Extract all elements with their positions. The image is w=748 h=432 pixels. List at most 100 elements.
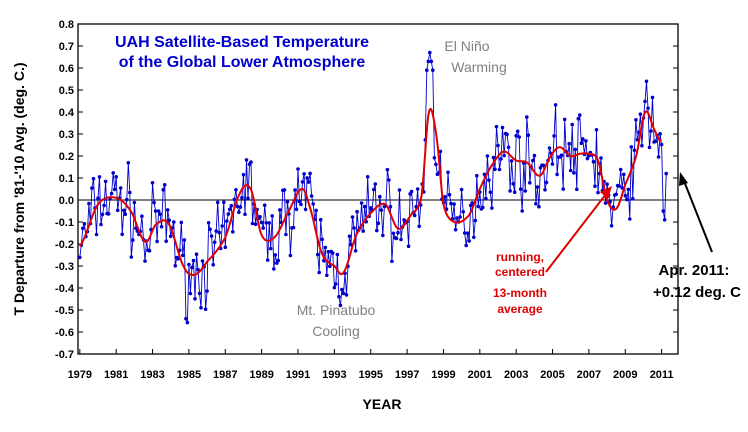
running-average-line [79,107,662,276]
monthly-point [340,287,344,292]
monthly-point [125,197,129,202]
monthly-point [296,167,300,171]
x-tick-label: 2001 [468,369,492,381]
monthly-point [267,221,272,225]
monthly-point [632,148,637,152]
monthly-point [473,218,478,223]
monthly-point [249,160,253,164]
monthly-point [426,59,431,64]
y-tick-label: -0.5 [55,305,74,317]
monthly-point [365,175,370,179]
monthly-point [388,204,393,209]
monthly-point [300,180,305,184]
annotation-running-line-2: centered [495,265,545,279]
monthly-point [332,285,337,290]
y-tick-label: 0.7 [59,41,74,53]
monthly-point [341,291,346,296]
monthly-point [297,199,302,204]
monthly-point [326,249,331,254]
series-running-average [79,107,662,276]
monthly-point [481,205,485,210]
monthly-point [275,261,279,265]
x-tick-label: 2011 [650,369,674,381]
monthly-point [305,176,309,180]
monthly-point [206,221,211,225]
monthly-point [299,202,303,207]
monthly-point [593,184,597,188]
monthly-point [259,220,264,225]
monthly-point [331,251,335,255]
monthly-point [214,229,218,233]
x-tick-label: 1989 [249,369,273,381]
monthly-point [375,228,379,233]
monthly-point [240,195,244,200]
monthly-point [311,202,316,206]
monthly-point [212,240,217,245]
monthly-point [325,273,329,278]
monthly-point [334,282,338,286]
monthly-point [415,187,420,191]
monthly-point [222,200,226,205]
monthly-point [617,184,621,188]
monthly-point [309,194,314,198]
annotation-el-nino-line-1: El Niño [444,38,489,54]
monthly-point [328,264,332,269]
monthly-point [500,125,505,130]
monthly-point [575,187,579,192]
y-axis-label: T Departure from '81-'10 Avg. (deg. C.) [11,63,27,316]
monthly-point [320,237,325,242]
monthly-point [552,134,556,138]
monthly-point [578,113,582,117]
monthly-point [629,145,634,149]
monthly-point [205,289,209,293]
plot-area [77,23,679,355]
annotation-latest-arrow [683,180,713,253]
monthly-point [90,186,94,190]
monthly-point [103,179,108,184]
monthly-point [534,202,538,206]
monthly-point [475,173,479,178]
monthly-point [372,187,376,192]
monthly-point [434,162,438,167]
monthly-point [291,225,296,230]
monthly-point [344,293,349,297]
monthly-point [315,252,320,257]
monthly-point [96,196,100,200]
monthly-point [531,158,535,163]
monthly-point [288,253,293,258]
monthly-point [164,239,168,243]
x-tick-label: 2003 [504,369,528,381]
monthly-point [390,259,394,264]
monthly-point [573,147,578,152]
monthly-point [561,187,565,191]
monthly-point [428,50,432,55]
monthly-point [376,221,381,225]
monthly-point [199,305,203,310]
y-tick-label: 0.1 [59,173,74,185]
monthly-point [653,139,658,143]
monthly-point [97,175,102,179]
monthly-point [491,155,496,160]
monthly-point [353,249,358,253]
monthly-point [123,212,128,216]
monthly-point [581,137,585,141]
monthly-point [576,116,581,121]
monthly-point [158,212,162,216]
monthly-point [373,182,378,186]
y-tick-label: -0.7 [55,349,74,361]
monthly-point [194,252,199,256]
monthly-point [314,208,319,213]
monthly-point [352,226,356,230]
monthly-point [268,246,273,251]
monthly-point [567,141,571,146]
monthly-point [337,294,341,299]
monthly-point [234,188,238,192]
monthly-point [650,95,655,100]
monthly-point [659,142,664,147]
monthly-point [188,291,193,296]
monthly-point [562,117,567,122]
monthly-point [584,139,588,143]
monthly-point [261,226,266,230]
monthly-point [231,230,235,234]
